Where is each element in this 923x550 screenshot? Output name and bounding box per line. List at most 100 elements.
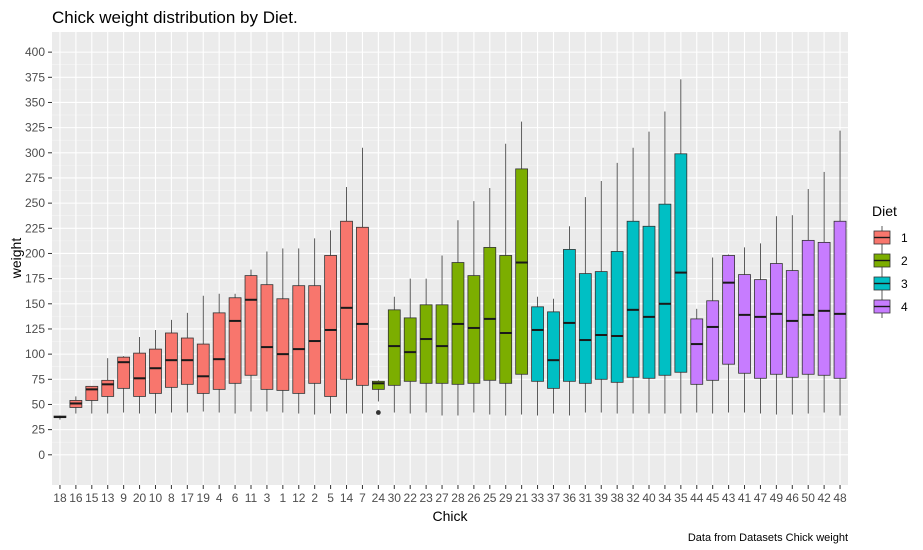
box-iqr: [690, 318, 704, 385]
x-tick-label: 26: [467, 491, 481, 505]
box-20: [133, 337, 146, 414]
box-22: [403, 278, 417, 414]
box-iqr: [515, 168, 529, 375]
box-iqr: [801, 239, 815, 375]
y-tick-label: 300: [25, 146, 45, 160]
x-tick-label: 45: [706, 491, 720, 505]
box-44: [690, 308, 704, 413]
x-tick-label: 10: [149, 491, 163, 505]
box-23: [419, 278, 433, 413]
y-tick-label: 325: [25, 121, 45, 135]
box-11: [244, 269, 258, 412]
box-45: [706, 257, 720, 414]
x-tick-label: 50: [802, 491, 816, 505]
box-4: [212, 293, 226, 413]
x-tick-label: 8: [168, 491, 175, 505]
box-27: [435, 255, 449, 416]
box-12: [292, 248, 306, 414]
y-tick-label: 75: [32, 372, 46, 386]
box-26: [467, 201, 481, 413]
x-tick-label: 49: [770, 491, 784, 505]
box-40: [642, 131, 656, 414]
box-17: [180, 312, 194, 413]
x-tick-label: 28: [451, 491, 465, 505]
y-tick-label: 0: [38, 448, 45, 462]
x-tick-label: 23: [419, 491, 433, 505]
box-iqr: [547, 311, 560, 389]
box-iqr: [212, 312, 226, 390]
box-iqr: [769, 263, 783, 375]
box-iqr: [658, 203, 672, 376]
x-tick-label: 11: [245, 491, 258, 505]
x-tick-label: 3: [264, 491, 271, 505]
y-tick-label: 125: [25, 322, 45, 336]
legend: Diet 1 2 3 4: [872, 203, 908, 318]
box-iqr: [149, 348, 162, 394]
box-iqr: [403, 317, 417, 382]
box-iqr: [435, 304, 449, 384]
panel-background: [52, 32, 848, 485]
x-axis-title: Chick: [432, 508, 468, 524]
box-iqr: [196, 343, 210, 394]
x-tick-label: 27: [435, 491, 449, 505]
box-10: [149, 329, 162, 414]
box-2: [308, 238, 322, 415]
box-iqr: [324, 255, 337, 397]
box-15: [85, 385, 99, 414]
box-46: [785, 215, 799, 415]
box-8: [165, 319, 178, 413]
x-tick-label: 6: [232, 491, 239, 505]
x-tick-label: 25: [483, 491, 497, 505]
box-iqr: [180, 337, 194, 385]
box-iqr: [626, 220, 640, 378]
x-tick-label: 16: [69, 491, 83, 505]
box-iqr: [785, 270, 799, 378]
box-13: [101, 358, 115, 414]
box-iqr: [578, 273, 592, 384]
box-6: [228, 293, 242, 414]
legend-title: Diet: [872, 203, 897, 219]
y-axis-title: weight: [8, 238, 24, 280]
box-iqr: [117, 356, 131, 389]
boxplot-series: [53, 79, 847, 420]
y-tick-label: 400: [25, 45, 45, 59]
x-tick-label: 29: [499, 491, 513, 505]
box-21: [515, 121, 529, 415]
box-iqr: [817, 241, 831, 376]
box-1: [276, 248, 290, 413]
x-tick-label: 42: [817, 491, 831, 505]
x-tick-label: 22: [404, 491, 418, 505]
box-iqr: [563, 249, 576, 382]
box-24: [371, 380, 385, 415]
box-25: [483, 188, 497, 415]
box-iqr: [356, 226, 369, 386]
box-iqr: [674, 153, 688, 373]
x-tick-label: 32: [626, 491, 640, 505]
x-axis: 18 16 15 13 9 20 10 8 17 19 4 6 11 3 1 12 2 5 14 7 24 30 22 23 2…: [53, 485, 847, 505]
box-39: [594, 180, 608, 413]
y-tick-label: 275: [25, 171, 45, 185]
legend-label: 3: [901, 277, 908, 291]
x-tick-label: 36: [563, 491, 577, 505]
box-iqr: [467, 275, 481, 384]
box-iqr: [610, 251, 624, 383]
y-tick-label: 50: [32, 397, 46, 411]
box-iqr: [85, 385, 99, 401]
x-tick-label: 40: [642, 491, 656, 505]
box-iqr: [483, 247, 497, 381]
box-30: [387, 296, 401, 413]
box-iqr: [706, 300, 720, 381]
box-iqr: [276, 298, 290, 391]
x-tick-label: 34: [658, 491, 672, 505]
box-28: [451, 220, 465, 416]
x-tick-label: 24: [372, 491, 386, 505]
box-31: [578, 197, 592, 413]
box-iqr: [419, 304, 433, 384]
x-tick-label: 2: [311, 491, 318, 505]
x-tick-label: 37: [547, 491, 561, 505]
y-tick-label: 150: [25, 297, 45, 311]
x-tick-label: 14: [340, 491, 354, 505]
x-tick-label: 13: [101, 491, 115, 505]
x-tick-label: 48: [833, 491, 847, 505]
box-49: [769, 216, 783, 415]
